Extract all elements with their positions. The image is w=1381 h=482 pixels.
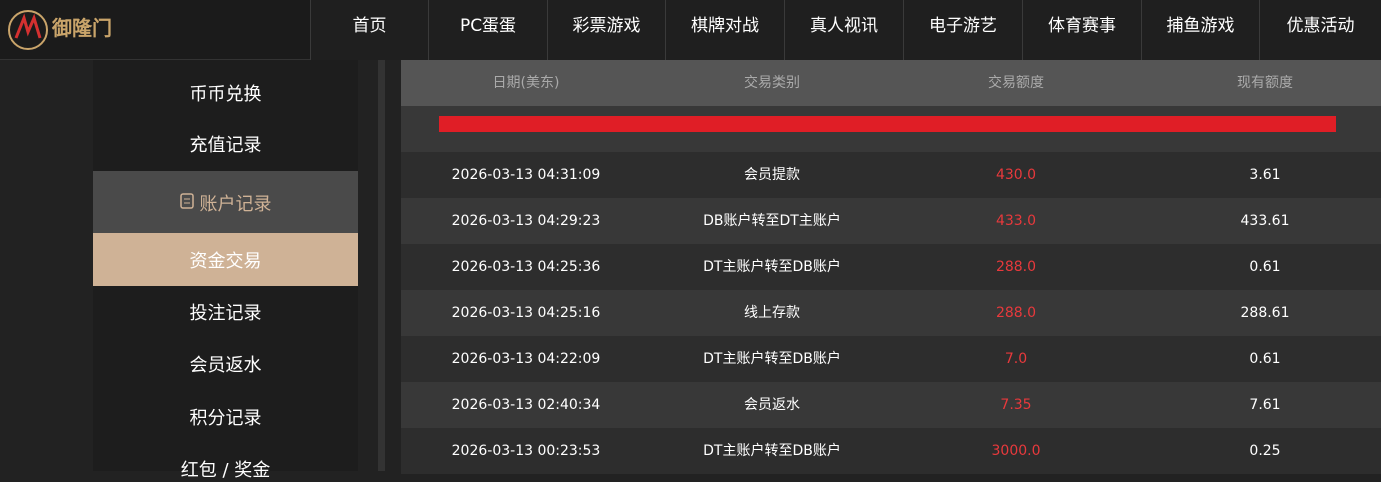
table-cell: 2026-03-13 04:22:09 bbox=[451, 351, 601, 367]
table-cell: DT主账户转至DB账户 bbox=[703, 443, 841, 459]
table-cell: DB账户转至DT主账户 bbox=[703, 213, 841, 229]
table-cell: 288.0 bbox=[995, 305, 1037, 321]
sidebar-item[interactable]: 积分记录 bbox=[189, 408, 262, 429]
table-cell: 7.35 bbox=[1000, 397, 1032, 413]
table-cell: 2026-03-13 00:23:53 bbox=[451, 443, 601, 459]
table-row bbox=[401, 244, 1381, 290]
table-row bbox=[401, 290, 1381, 336]
nav-item[interactable]: 首页 bbox=[310, 0, 428, 60]
nav-item[interactable]: 体育赛事 bbox=[1022, 0, 1141, 60]
table-cell: 0.25 bbox=[1249, 443, 1281, 459]
table-row bbox=[401, 382, 1381, 428]
table-cell: 433.0 bbox=[995, 213, 1037, 229]
sidebar-section: 账户记录 bbox=[199, 194, 272, 215]
table-cell: 2026-03-13 02:40:34 bbox=[451, 397, 601, 413]
column-header: 现有额度 bbox=[1237, 75, 1293, 91]
redaction-bar bbox=[439, 116, 1336, 132]
table-cell: 288.61 bbox=[1240, 305, 1290, 321]
table-cell: 会员返水 bbox=[744, 397, 800, 413]
table-cell: DT主账户转至DB账户 bbox=[703, 351, 841, 367]
nav-item[interactable]: 彩票游戏 bbox=[547, 0, 665, 60]
nav-item[interactable]: 真人视讯 bbox=[784, 0, 903, 60]
sidebar-item[interactable]: 红包 / 奖金 bbox=[180, 460, 271, 481]
table-cell: 288.0 bbox=[995, 259, 1037, 275]
logo-text: 御隆门 bbox=[52, 16, 112, 40]
section-bg bbox=[93, 171, 358, 233]
table-cell: 430.0 bbox=[995, 167, 1037, 183]
table-row bbox=[401, 152, 1381, 198]
nav-item[interactable]: 棋牌对战 bbox=[665, 0, 784, 60]
divider bbox=[378, 60, 385, 471]
logo-icon bbox=[8, 10, 48, 50]
table-cell: 会员提款 bbox=[744, 167, 800, 183]
table-cell: 7.61 bbox=[1249, 397, 1281, 413]
table-row bbox=[401, 336, 1381, 382]
table-header bbox=[401, 60, 1381, 106]
column-header: 交易类别 bbox=[744, 75, 800, 91]
sidebar-item-active[interactable]: 资金交易 bbox=[189, 251, 262, 272]
table-cell: 3000.0 bbox=[991, 443, 1041, 459]
table-cell: 2026-03-13 04:31:09 bbox=[451, 167, 601, 183]
table-cell: 3.61 bbox=[1249, 167, 1281, 183]
table-row bbox=[401, 198, 1381, 244]
column-header: 日期(美东) bbox=[492, 75, 560, 91]
table-cell: 0.61 bbox=[1249, 259, 1281, 275]
table-cell: 2026-03-13 04:29:23 bbox=[451, 213, 601, 229]
nav-item[interactable]: 捕鱼游戏 bbox=[1141, 0, 1259, 60]
active-bg bbox=[93, 233, 358, 286]
sidebar-item[interactable]: 会员返水 bbox=[189, 355, 262, 376]
nav-item[interactable]: PC蛋蛋 bbox=[428, 0, 547, 60]
nav-item[interactable]: 优惠活动 bbox=[1259, 0, 1381, 60]
sidebar-item[interactable]: 币币兑换 bbox=[189, 84, 262, 105]
section-icon bbox=[180, 193, 194, 209]
table-row bbox=[401, 428, 1381, 474]
table-cell: 7.0 bbox=[1004, 351, 1028, 367]
table-cell: 0.61 bbox=[1249, 351, 1281, 367]
sidebar-item[interactable]: 充值记录 bbox=[189, 135, 262, 156]
nav-item[interactable]: 电子游艺 bbox=[903, 0, 1022, 60]
sidebar-item[interactable]: 投注记录 bbox=[189, 303, 262, 324]
table-cell: 433.61 bbox=[1240, 213, 1290, 229]
column-header: 交易额度 bbox=[988, 75, 1044, 91]
table-cell: DT主账户转至DB账户 bbox=[703, 259, 841, 275]
table-cell: 线上存款 bbox=[744, 305, 800, 321]
table-cell: 2026-03-13 04:25:16 bbox=[451, 305, 601, 321]
table-cell: 2026-03-13 04:25:36 bbox=[451, 259, 601, 275]
